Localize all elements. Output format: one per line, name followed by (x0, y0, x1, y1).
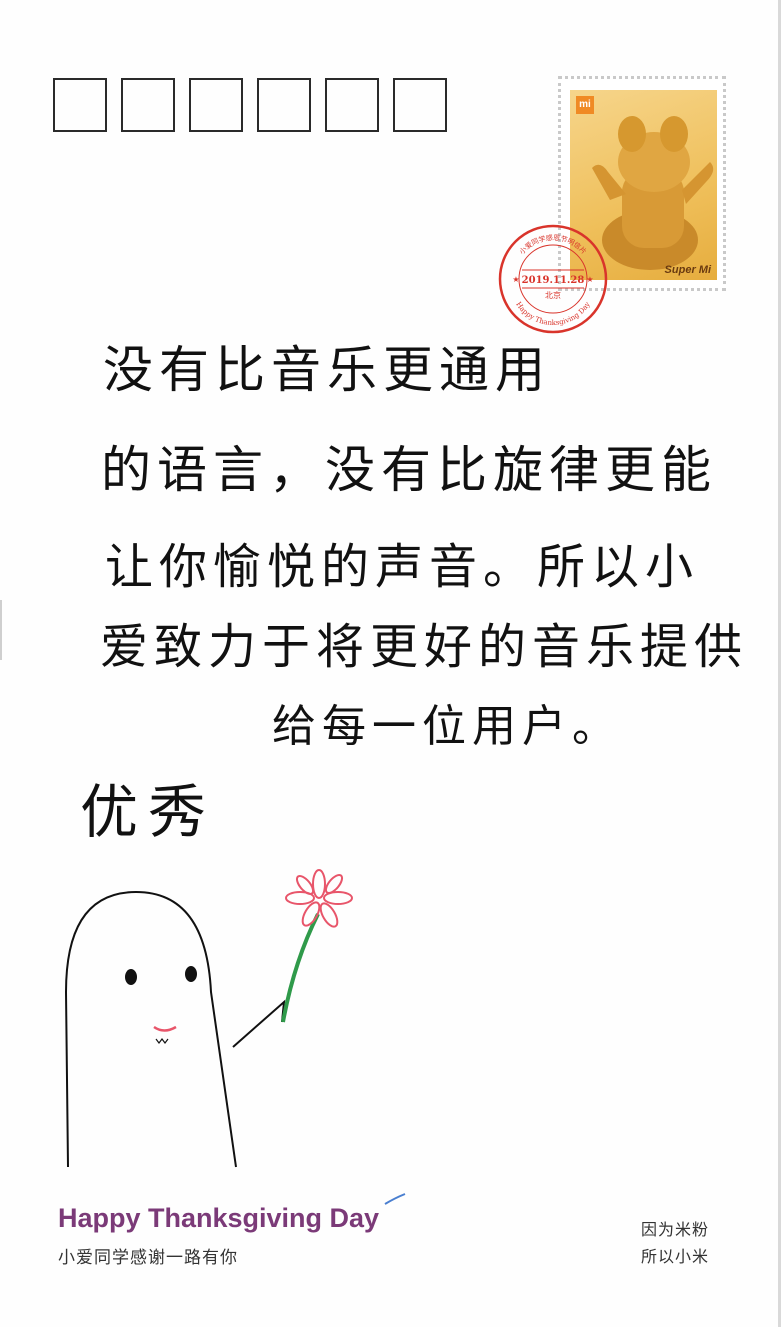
postal-code-box (257, 78, 311, 132)
postmark-top-text: 小爱同学感恩节明信片 (517, 233, 588, 256)
postage-stamp: mi Super Mi (558, 76, 726, 291)
card-edge (778, 0, 781, 1327)
svg-text:小爱同学感恩节明信片: 小爱同学感恩节明信片 (517, 233, 588, 256)
message-line: 让你愉悦的声音。所以小 (105, 539, 700, 595)
message-line: 没有比音乐更通用 (103, 341, 551, 399)
postal-code-boxes (53, 78, 447, 132)
signature: 优秀 (80, 778, 217, 846)
footer-title: Happy Thanksgiving Day (58, 1203, 380, 1233)
stamp-brand-text: Super Mi (664, 264, 711, 276)
footer-slogan-line: 所以小米 (641, 1247, 710, 1266)
pen-mark-icon (384, 1193, 406, 1205)
footer-slogan-line: 因为米粉 (641, 1220, 710, 1239)
postmark-city: 北京 (545, 290, 561, 300)
mi-logo-icon: mi (576, 96, 594, 114)
footer-slogan: 因为米粉 所以小米 (641, 1216, 709, 1270)
postal-code-box (393, 78, 447, 132)
card-edge-mark (0, 600, 2, 660)
postal-code-box (325, 78, 379, 132)
footer-subtitle: 小爱同学感谢一路有你 (58, 1248, 238, 1268)
stamp-image: mi Super Mi (570, 90, 717, 280)
postal-code-box (121, 78, 175, 132)
postmark-date: 2019.11.28 (522, 275, 585, 286)
message-line: 给每一位用户。 (272, 701, 622, 752)
message-line: 爱致力于将更好的音乐提供 (100, 619, 749, 675)
star-icon: ★ (586, 275, 593, 284)
postmark-seal: 小爱同学感恩节明信片 Happy Thanksgiving Day 2019.1… (498, 224, 608, 334)
postal-code-box (189, 78, 243, 132)
ghost-with-flower-drawing (64, 869, 353, 1168)
message-line: 的语言，没有比旋律更能 (101, 441, 717, 499)
mi-bunny-mascot-icon (592, 116, 714, 270)
star-icon: ★ (512, 275, 519, 284)
postal-code-box (53, 78, 107, 132)
